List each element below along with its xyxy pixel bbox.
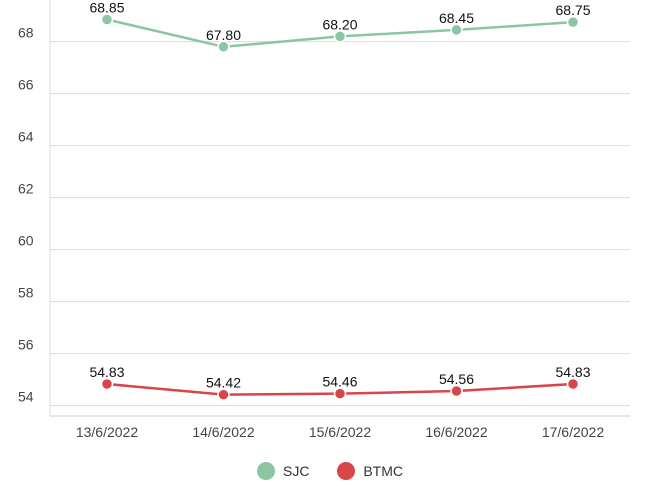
y-tick-label: 56 — [18, 337, 34, 353]
data-label-btmc: 54.83 — [89, 364, 124, 380]
x-tick-label: 14/6/2022 — [192, 424, 254, 440]
data-point-btmc — [100, 377, 114, 391]
x-tick-label: 17/6/2022 — [542, 424, 604, 440]
legend-label-btmc: BTMC — [363, 463, 403, 479]
legend-item-btmc[interactable]: BTMC — [337, 462, 403, 480]
legend-swatch-sjc — [256, 462, 275, 480]
data-point-sjc — [566, 15, 580, 29]
line-chart: 54 56 58 60 62 64 66 68 13/6/2022 14/6/2022 15/6/… — [18, 0, 630, 440]
data-point-btmc — [566, 377, 580, 391]
gridlines — [49, 0, 630, 417]
data-label-sjc: 68.20 — [322, 16, 357, 32]
data-point-btmc — [217, 388, 230, 401]
y-tick-label: 54 — [18, 389, 34, 405]
data-point-sjc — [217, 40, 230, 54]
y-tick-label: 62 — [18, 181, 34, 197]
y-tick-label: 64 — [18, 129, 34, 145]
data-point-sjc — [450, 23, 463, 37]
data-label-sjc: 67.80 — [206, 27, 241, 43]
legend-label-sjc: SJC — [282, 463, 310, 479]
legend-swatch-btmc — [337, 462, 356, 480]
data-label-btmc: 54.46 — [322, 374, 357, 390]
data-label-sjc: 68.45 — [439, 10, 474, 26]
y-axis-ticks: 54 56 58 60 62 64 66 68 — [18, 25, 34, 405]
data-point-btmc — [333, 387, 347, 400]
legend-item-sjc[interactable]: SJC — [256, 462, 310, 480]
y-tick-label: 60 — [18, 233, 34, 249]
data-label-sjc: 68.75 — [555, 2, 590, 18]
x-tick-label: 15/6/2022 — [309, 424, 371, 440]
y-tick-label: 68 — [18, 25, 34, 41]
data-label-btmc: 54.56 — [439, 371, 474, 387]
data-label-btmc: 54.83 — [555, 364, 590, 380]
data-point-btmc — [450, 384, 463, 398]
data-label-sjc: 68.85 — [89, 0, 124, 16]
data-point-sjc — [100, 13, 114, 26]
series-layer: 68.85 67.80 68.20 68.45 68.75 54.83 54.42 54.46… — [89, 0, 591, 401]
y-tick-label: 66 — [18, 77, 34, 93]
data-point-sjc — [333, 30, 347, 43]
x-axis-ticks: 13/6/2022 14/6/2022 15/6/2022 16/6/2022 17/6… — [76, 424, 604, 440]
x-tick-label: 13/6/2022 — [76, 424, 138, 440]
x-tick-label: 16/6/2022 — [425, 424, 487, 440]
legend: SJC BTMC — [0, 462, 660, 483]
y-tick-label: 58 — [18, 285, 34, 301]
data-label-btmc: 54.42 — [206, 375, 241, 391]
